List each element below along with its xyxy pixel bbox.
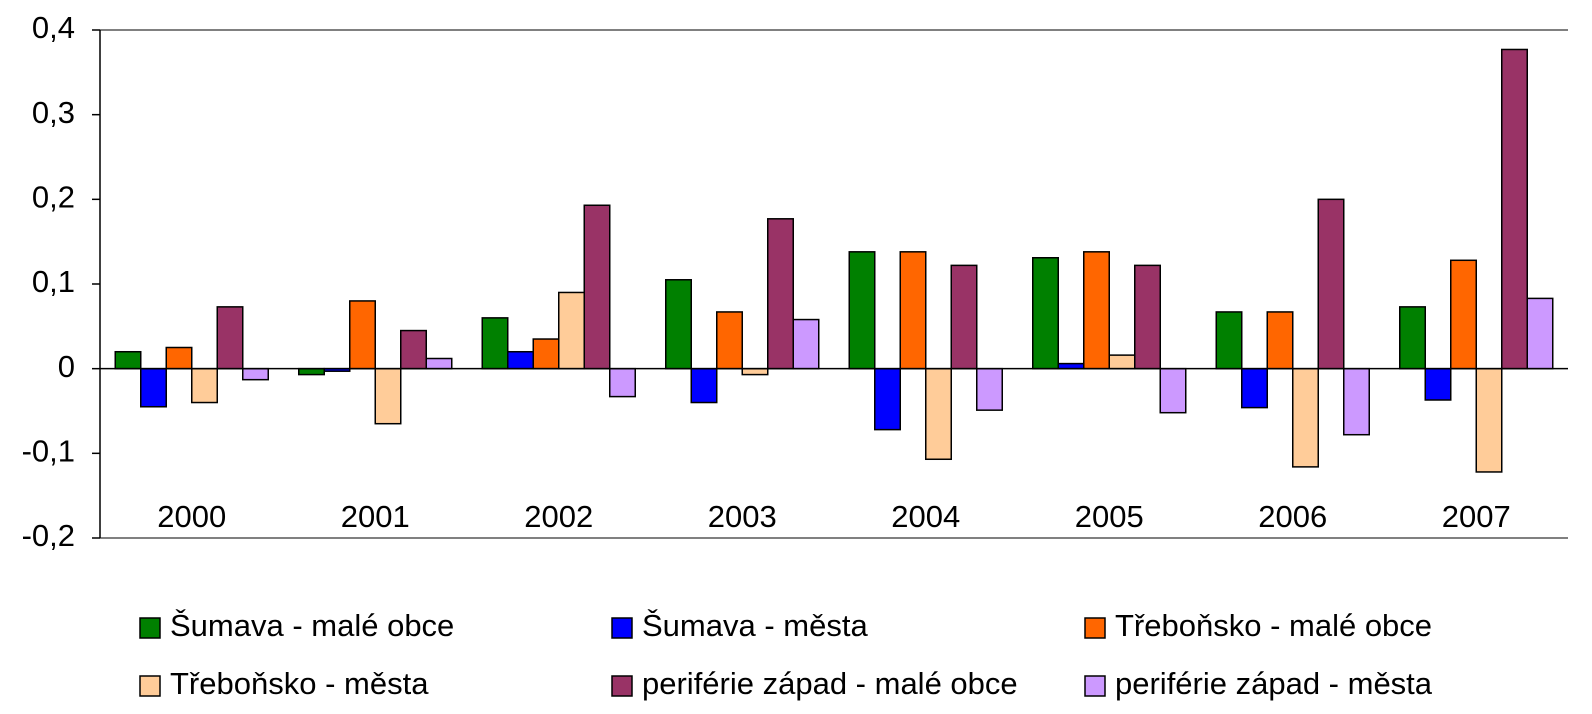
legend-swatch (139, 675, 161, 697)
bar (242, 367, 269, 381)
bar (1057, 362, 1085, 370)
bar (114, 350, 142, 370)
bar (1292, 367, 1319, 468)
bar (1424, 367, 1452, 401)
x-tick-label: 2000 (157, 499, 226, 534)
bar (1134, 264, 1161, 370)
bar (925, 367, 952, 461)
x-tick-label: 2004 (891, 499, 960, 534)
bar (191, 367, 218, 404)
x-tick-label: 2007 (1442, 499, 1511, 534)
legend-swatch (139, 617, 161, 639)
bar (848, 251, 876, 370)
y-tick-label: 0,1 (32, 264, 75, 299)
legend-label: Šumava - města (642, 608, 868, 643)
bar (1501, 48, 1528, 370)
y-tick-label: 0,4 (32, 10, 75, 45)
bar (1266, 311, 1294, 370)
legend-swatch (1084, 617, 1106, 639)
bar (349, 300, 376, 370)
legend-label: periférie západ - města (1115, 666, 1433, 701)
bar (1343, 367, 1370, 436)
bar (976, 367, 1003, 411)
bar (400, 329, 427, 370)
x-tick-label: 2003 (708, 499, 777, 534)
bar (1526, 297, 1554, 370)
legend-label: Šumava - malé obce (170, 608, 454, 643)
bar (1159, 367, 1187, 414)
bar (1108, 354, 1136, 370)
bar (899, 251, 927, 370)
y-tick-label: -0,2 (22, 518, 75, 553)
bar (1450, 259, 1477, 370)
bar (583, 204, 611, 370)
bar (425, 357, 453, 370)
bar (950, 264, 978, 370)
bar (1032, 257, 1059, 370)
x-tick-label: 2001 (341, 499, 410, 534)
legend-swatch (1084, 675, 1106, 697)
bar (298, 367, 325, 376)
bar (741, 367, 769, 376)
y-tick-label: 0 (58, 349, 75, 384)
x-tick-label: 2002 (524, 499, 593, 534)
legend-swatch (611, 617, 633, 639)
bar (1083, 251, 1110, 370)
bar (1399, 306, 1426, 370)
bar (216, 306, 244, 370)
bar (690, 367, 718, 404)
y-tick-label: -0,1 (22, 434, 75, 469)
bar (532, 338, 560, 370)
bar (165, 346, 193, 370)
bar (874, 367, 901, 431)
bar (1475, 367, 1503, 473)
legend-label: periférie západ - malé obce (642, 666, 1018, 701)
bar (558, 291, 585, 370)
bar (609, 367, 636, 398)
legend-swatch (611, 675, 633, 697)
legend-label: Třeboňsko - města (170, 666, 429, 701)
bar (374, 367, 402, 425)
bar (140, 367, 167, 408)
bar (1215, 311, 1243, 370)
y-tick-label: 0,3 (32, 95, 75, 130)
bar (665, 279, 692, 370)
bar (481, 317, 509, 370)
bar (507, 350, 534, 370)
bar (716, 311, 743, 370)
bar (767, 218, 794, 370)
y-tick-label: 0,2 (32, 180, 75, 215)
bar (1317, 198, 1345, 370)
bar (792, 318, 820, 370)
legend-label: Třeboňsko - malé obce (1115, 608, 1432, 643)
bar (1241, 367, 1268, 409)
x-tick-label: 2005 (1075, 499, 1144, 534)
x-tick-label: 2006 (1258, 499, 1327, 534)
